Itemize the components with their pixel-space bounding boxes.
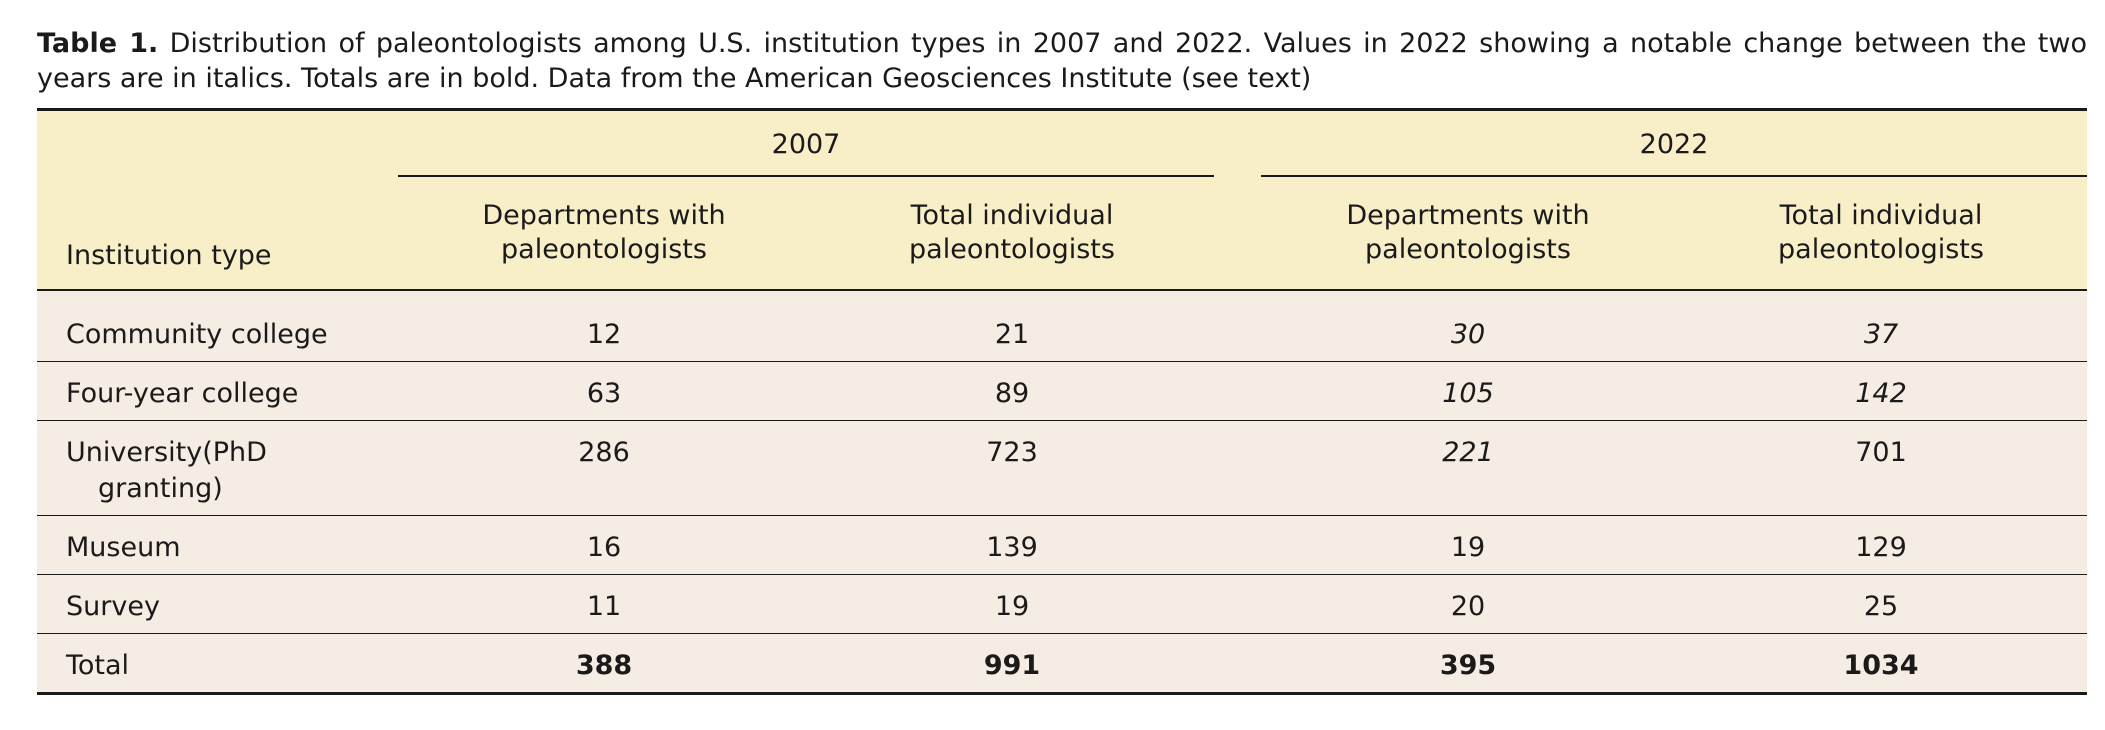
total-2007-cell: 139 [810,515,1214,575]
total-2007-cell: 21 [810,290,1214,362]
institution-type-header: Institution type [37,177,398,291]
total-2007-cell: 89 [810,361,1214,421]
dept-2007-total: 388 [575,650,633,681]
table-row: Survey 11 19 20 25 [37,574,2087,634]
column-header-row: Institution type Departments with paleon… [37,177,2087,291]
dept-2007-header: Departments with paleontologists [398,177,810,291]
total-2022-cell: 142 [1675,361,2087,421]
year-2022-label: 2022 [1639,128,1709,160]
total-2007-header: Total individual paleontologists [810,177,1214,291]
institution-cell: Museum [37,515,398,575]
dept-2022-cell: 19 [1261,515,1675,575]
dept-2007-cell: 286 [398,420,810,516]
dept-header-line2: paleontologists [501,234,707,265]
year-header-row: 2007 2022 [37,109,2087,178]
gap-cell [1214,361,1261,421]
institution-cell: University(PhD granting) [37,420,398,516]
year-2007-header: 2007 [398,110,1214,177]
institution-cell: Total [66,650,130,681]
dept-2022-cell: 105 [1261,361,1675,421]
dept-2022-cell: 221 [1261,420,1675,516]
dept-2007-cell: 16 [398,515,810,575]
total-2007-cell: 19 [810,574,1214,634]
institution-cell: Community college [37,290,398,362]
dept-header-line1: Departments with [1346,200,1590,231]
year-gap [1214,110,1261,178]
total-2022-cell: 701 [1675,420,2087,516]
year-2022-rule [1261,175,2087,177]
dept-header-line2: paleontologists [1365,234,1571,265]
total-2022-cell: 129 [1675,515,2087,575]
gap-cell [1214,515,1261,575]
dept-2022-header: Departments with paleontologists [1261,177,1675,291]
total-2022-cell: 37 [1675,290,2087,362]
gap-cell [1214,634,1261,694]
table-row: Four-year college 63 89 105 142 [37,361,2087,421]
caption-label: Table 1. [37,28,159,59]
header-gap [1214,177,1261,291]
table-figure: Table 1. Distribution of paleontologists… [37,26,2087,695]
dept-2007-cell: 12 [398,290,810,362]
institution-cell: Survey [37,574,398,634]
year-2007-label: 2007 [771,128,841,160]
institution-name-continued: granting) [98,473,223,504]
table-row: Museum 16 139 19 129 [37,515,2087,575]
total-2007-cell: 723 [810,420,1214,516]
caption-text: Distribution of paleontologists among U.… [37,28,2087,94]
institution-name: University(PhD [66,437,267,468]
gap-cell [1214,290,1261,362]
total-header-line1: Total individual [910,200,1114,231]
table-row: Community college 12 21 30 37 [37,290,2087,362]
table-caption: Table 1. Distribution of paleontologists… [37,26,2087,96]
dept-2007-cell: 11 [398,574,810,634]
gap-cell [1214,574,1261,634]
dept-2022-cell: 20 [1261,574,1675,634]
total-header-line2: paleontologists [1778,234,1984,265]
dept-2007-cell: 63 [398,361,810,421]
gap-cell [1214,420,1261,516]
table-row: University(PhD granting) 286 723 221 701 [37,420,2087,516]
total-2022-total: 1034 [1843,650,1919,681]
total-header-line1: Total individual [1779,200,1983,231]
dept-2022-cell: 30 [1261,290,1675,362]
total-header-line2: paleontologists [909,234,1115,265]
dept-2022-total: 395 [1439,650,1497,681]
year-2022-header: 2022 [1261,110,2087,177]
total-2022-header: Total individual paleontologists [1675,177,2087,291]
dept-header-line1: Departments with [482,200,726,231]
total-2007-total: 991 [983,650,1041,681]
empty-header-cell [37,110,398,178]
year-2007-rule [398,175,1214,177]
institution-cell: Four-year college [37,361,398,421]
total-2022-cell: 25 [1675,574,2087,634]
total-row: Total 388 991 395 1034 [37,633,2087,694]
paleontologists-table: 2007 2022 Institution type Departments w… [37,108,2087,695]
